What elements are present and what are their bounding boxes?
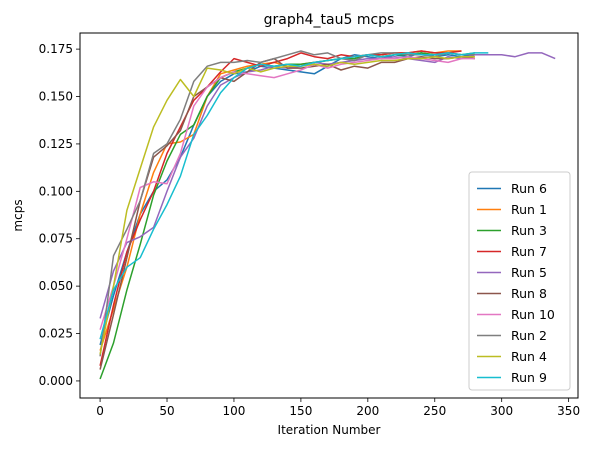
y-axis-title: mcps [11,199,25,231]
legend-label: Run 8 [511,286,547,301]
legend-label: Run 9 [511,370,547,385]
x-tick-label: 300 [490,404,513,418]
plot-frame [79,32,579,399]
series-line-9 [99,55,475,355]
legend-label: Run 10 [511,307,555,322]
y-tick-label: 0.150 [39,90,73,104]
plot-lines [99,50,556,380]
x-tick-label: 150 [289,404,312,418]
legend-label: Run 3 [511,223,547,238]
y-tick-label: 0.025 [39,327,73,341]
y-tick-label: 0.100 [39,184,73,198]
series-line-6 [99,55,476,370]
series-line-8 [99,50,475,357]
x-tick-label: 50 [159,404,174,418]
y-tick-label: 0.175 [39,42,73,56]
x-tick-label: 350 [557,404,580,418]
series-line-3 [99,52,476,380]
x-axis-ticks: 0 50 100 150 200 250 300 350 [96,398,580,418]
legend-label: Run 6 [511,181,547,196]
legend-label: Run 1 [511,202,547,217]
legend-label: Run 2 [511,328,547,343]
x-tick-label: 0 [96,404,104,418]
legend-label: Run 4 [511,349,547,364]
x-tick-label: 200 [356,404,379,418]
series-line-2 [99,50,462,351]
x-tick-label: 100 [222,404,245,418]
y-tick-label: 0.075 [39,232,73,246]
y-tick-label: 0.125 [39,137,73,151]
y-axis-ticks: 0.000 0.025 0.050 0.075 0.100 0.125 0.150 0.175 [39,42,80,388]
y-tick-label: 0.000 [39,374,73,388]
legend: Run 6 Run 1 Run 3 Run 7 Run 5 Run 8 Run 10 Run … [468,171,571,391]
y-tick-label: 0.050 [39,279,73,293]
series-line-1 [99,52,476,346]
series-line-7 [99,55,475,330]
x-tick-label: 250 [423,404,446,418]
legend-label: Run 7 [511,244,547,259]
legend-label: Run 5 [511,265,547,280]
x-axis-title: Iteration Number [278,423,381,437]
chart-title: graph4_tau5 mcps [264,12,395,28]
series-line-4 [99,50,462,366]
series-line-10 [99,52,489,340]
